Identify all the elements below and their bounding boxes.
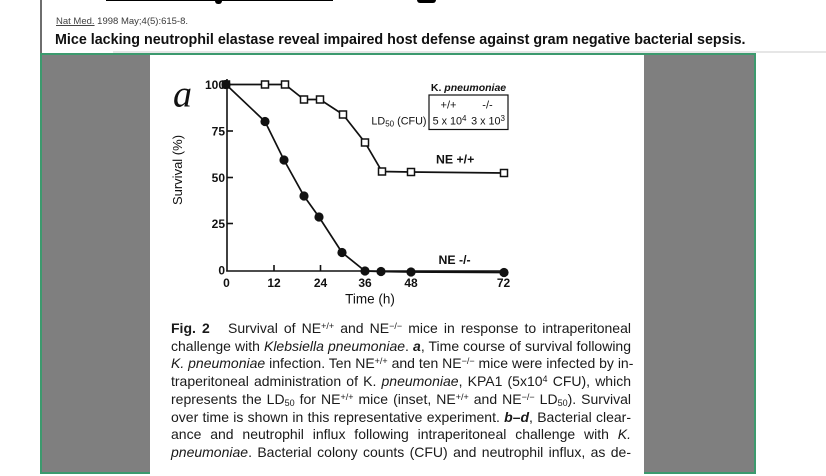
svg-text:12: 12 <box>267 276 281 290</box>
svg-text:24: 24 <box>314 276 328 290</box>
svg-text:100: 100 <box>205 78 225 92</box>
svg-text:Time (h): Time (h) <box>345 292 395 307</box>
svg-text:75: 75 <box>212 125 226 139</box>
svg-text:72: 72 <box>497 276 511 290</box>
svg-text:LD50 (CFU): LD50 (CFU) <box>371 116 426 129</box>
svg-text:NE -/-: NE -/- <box>439 253 471 267</box>
svg-text:48: 48 <box>404 276 418 290</box>
svg-text:50: 50 <box>212 171 226 185</box>
svg-text:0: 0 <box>223 276 230 290</box>
svg-text:36: 36 <box>358 276 372 290</box>
svg-text:K. pneumoniae: K. pneumoniae <box>431 82 506 94</box>
svg-text:25: 25 <box>212 217 226 231</box>
svg-text:Survival (%): Survival (%) <box>170 135 185 205</box>
svg-text:5 x 104: 5 x 104 <box>433 114 467 128</box>
svg-text:+/+: +/+ <box>441 99 457 111</box>
svg-text:3 x 103: 3 x 103 <box>471 114 505 128</box>
svg-text:a: a <box>173 74 192 116</box>
svg-text:NE +/+: NE +/+ <box>436 153 474 167</box>
svg-text:0: 0 <box>218 264 225 278</box>
svg-text:-/-: -/- <box>482 99 493 111</box>
